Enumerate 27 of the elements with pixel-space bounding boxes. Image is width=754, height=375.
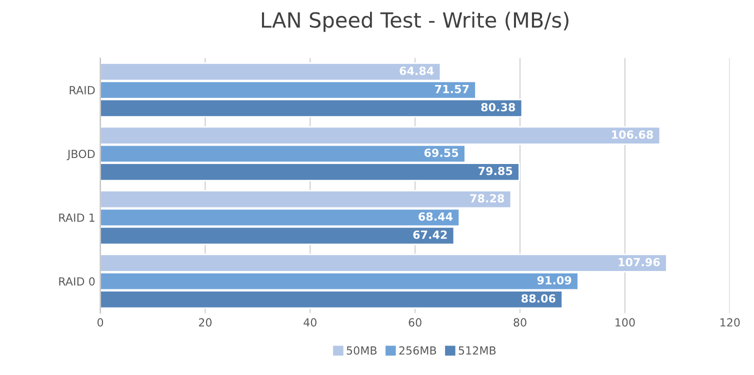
data-label: 67.42 bbox=[413, 230, 447, 239]
x-tick-label: 20 bbox=[198, 318, 212, 327]
x-tick-label: 100 bbox=[616, 318, 635, 327]
legend-label: 256MB bbox=[399, 346, 436, 355]
data-label: 106.68 bbox=[612, 130, 654, 139]
y-tick-label: RAID bbox=[70, 86, 95, 94]
y-tick-label: RAID 1 bbox=[59, 214, 94, 222]
data-label: 79.85 bbox=[478, 166, 512, 176]
legend-label: 50MB bbox=[346, 346, 377, 355]
data-label: 78.28 bbox=[470, 194, 504, 203]
legend-label: 512MB bbox=[458, 346, 496, 355]
data-label: 71.57 bbox=[435, 84, 469, 94]
y-tick-label: RAID 0 bbox=[59, 277, 95, 286]
data-label: 91.09 bbox=[537, 276, 572, 284]
data-label: 68.44 bbox=[418, 212, 453, 221]
chart-title: LAN Speed Test - Write (MB/s) bbox=[262, 12, 568, 32]
data-label: 69.55 bbox=[424, 148, 458, 157]
data-label: 107.96 bbox=[618, 258, 660, 266]
x-tick-label: 120 bbox=[720, 318, 740, 327]
x-tick-label: 0 bbox=[97, 318, 104, 327]
y-tick-label: JBOD bbox=[66, 150, 95, 160]
x-tick-label: 60 bbox=[408, 318, 422, 327]
x-tick-label: 80 bbox=[514, 318, 526, 327]
x-tick-label: 40 bbox=[304, 318, 316, 327]
data-label: 80.38 bbox=[481, 102, 516, 112]
data-label: 88.06 bbox=[522, 294, 556, 303]
data-label: 64.84 bbox=[400, 66, 434, 76]
